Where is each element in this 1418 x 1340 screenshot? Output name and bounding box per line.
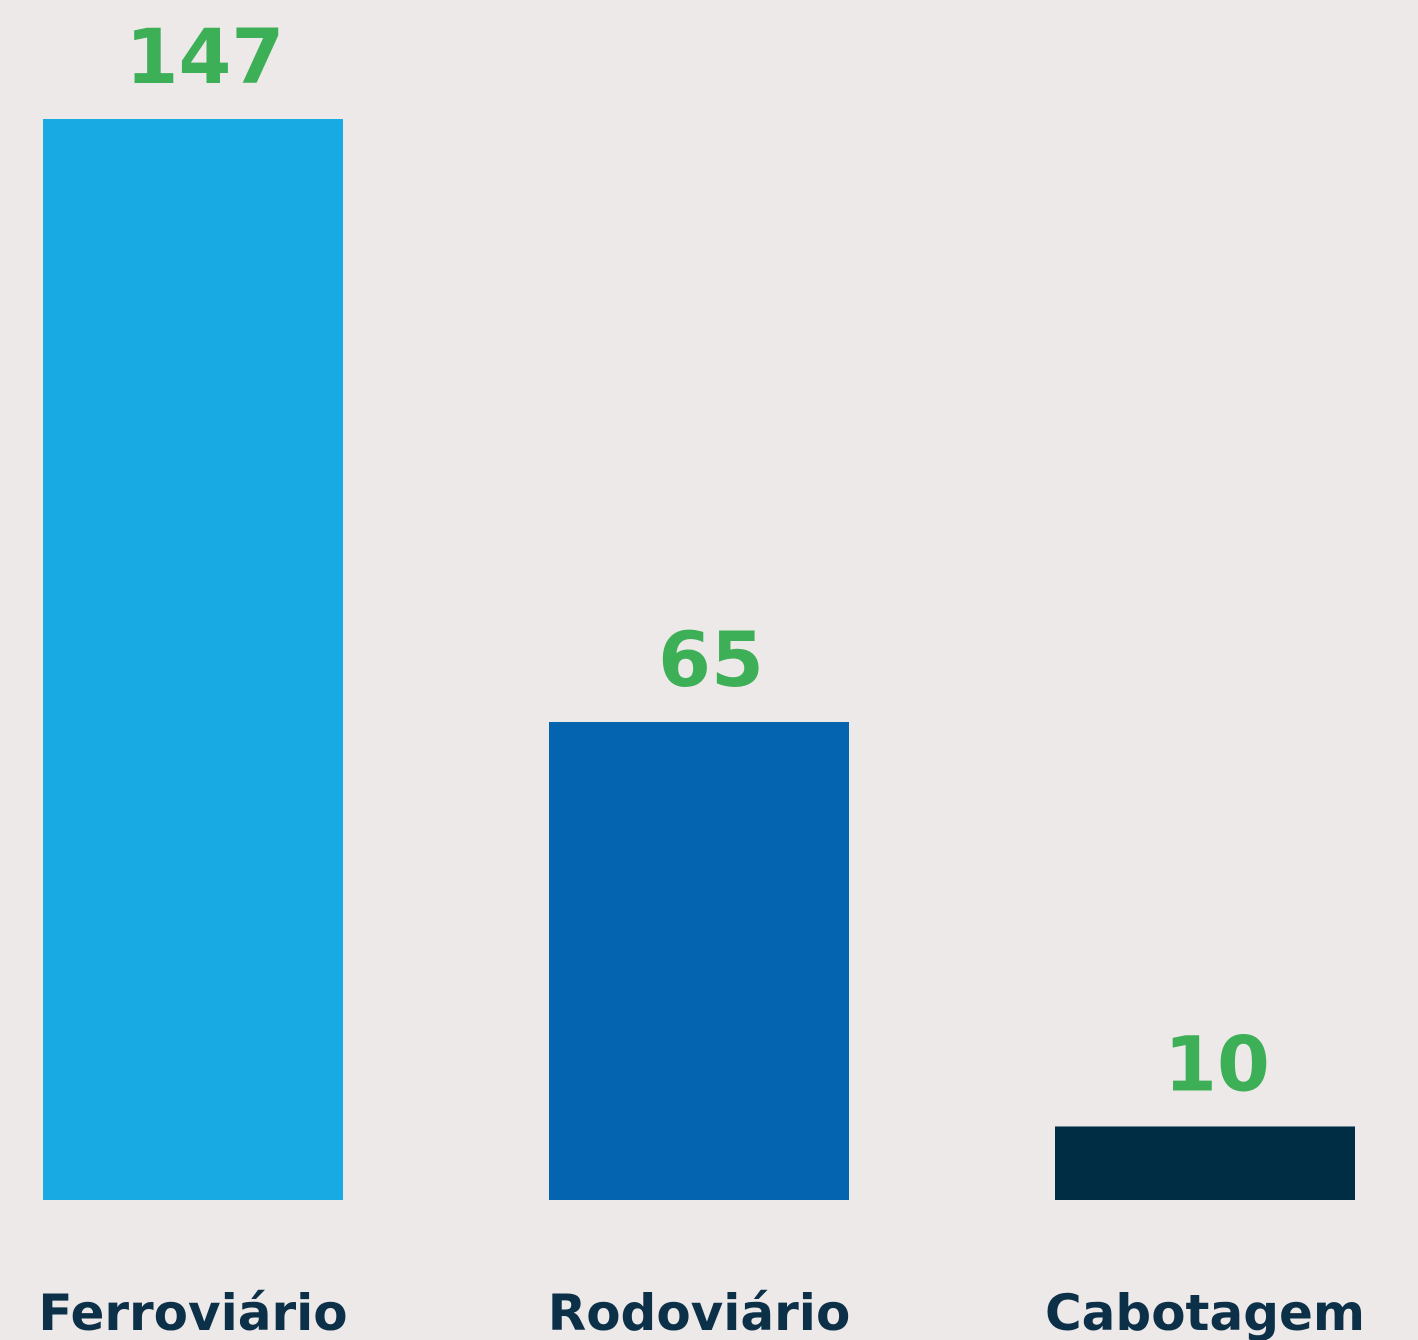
value-label: 147: [126, 12, 285, 101]
bar: [549, 722, 849, 1200]
x-tick-label: Ferroviário: [38, 1284, 347, 1340]
x-tick-label: Cabotagem: [1045, 1284, 1365, 1340]
value-label: 65: [658, 615, 764, 704]
x-tick-label: Rodoviário: [548, 1284, 851, 1340]
bar: [1055, 1126, 1355, 1200]
value-label: 10: [1164, 1019, 1270, 1108]
bar: [43, 119, 343, 1200]
